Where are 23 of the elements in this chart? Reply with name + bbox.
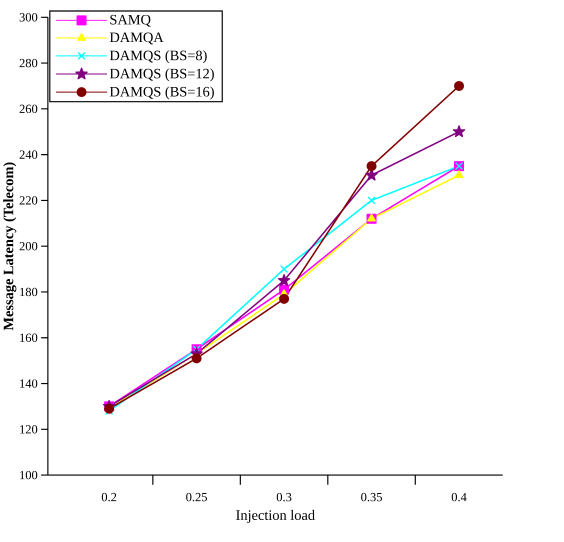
x-tick-label: 0.3 [276, 492, 292, 502]
y-axis-title: Message Latency (Telecom) [3, 162, 16, 330]
x-tick-label: 0.35 [361, 492, 382, 502]
legend-label: DAMQS (BS=16) [110, 86, 214, 100]
y-tick-label: 240 [20, 150, 38, 159]
legend-label: SAMQ [110, 14, 151, 26]
y-tick-label: 280 [20, 58, 38, 68]
y-tick-label: 120 [20, 424, 38, 434]
y-tick-label: 140 [20, 379, 38, 388]
y-tick-label: 100 [20, 470, 38, 480]
legend-label: DAMQA [110, 32, 164, 44]
y-tick-label: 220 [20, 196, 38, 204]
x-tick-label: 0.25 [186, 492, 207, 502]
y-tick-label: 180 [20, 288, 38, 296]
x-axis-title: Injection load [236, 510, 315, 523]
y-tick-label: 300 [20, 12, 38, 22]
y-tick-label: 160 [20, 333, 38, 342]
x-tick-label: 0.2 [102, 492, 116, 502]
x-tick-label: 0.4 [452, 492, 467, 502]
legend-label: DAMQS (BS=12) [110, 68, 214, 82]
legend-label: DAMQS (BS=8) [110, 50, 207, 64]
y-tick-label: 200 [20, 242, 38, 250]
y-tick-label: 260 [20, 104, 38, 113]
